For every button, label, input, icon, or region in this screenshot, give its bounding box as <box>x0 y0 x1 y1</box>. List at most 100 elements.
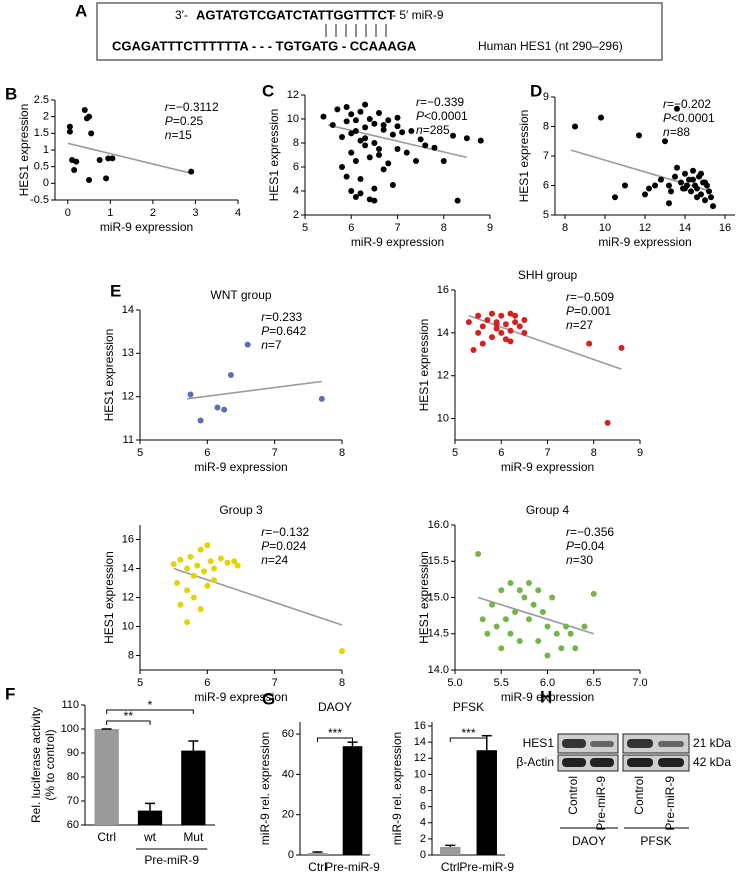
point <box>408 128 415 134</box>
point <box>702 179 708 186</box>
y-tick-label: 10 <box>414 768 426 780</box>
seq-bottom-label: Human HES1 (nt 290–296) <box>478 39 623 53</box>
y-tick-label: 6 <box>293 161 299 173</box>
point <box>572 645 579 652</box>
significance-bracket <box>317 737 353 742</box>
point <box>489 310 495 317</box>
point <box>376 110 382 116</box>
y-tick-label: 16 <box>437 284 449 296</box>
point <box>394 146 401 152</box>
trend-line <box>173 567 343 626</box>
point <box>668 188 674 195</box>
x-tick-label: 7 <box>272 447 278 459</box>
point <box>553 630 560 637</box>
point <box>512 312 519 319</box>
seq-top-suffix: - 5′ miR-9 <box>392 8 444 22</box>
x-tick-label: 12 <box>639 222 651 234</box>
trend-line <box>468 314 622 371</box>
x-tick-label: 6 <box>204 447 210 459</box>
y-tick-label: 10 <box>287 113 299 125</box>
y-axis-label: HES1 expression <box>517 110 531 203</box>
point <box>217 555 224 562</box>
point <box>682 185 688 192</box>
x-tick-label: 5.0 <box>447 677 462 689</box>
point <box>187 391 194 398</box>
blot-lane: Control <box>566 776 580 815</box>
blot-group: PFSK <box>640 834 671 848</box>
x-tick-label: Ctrl <box>308 860 327 874</box>
point <box>470 347 477 353</box>
stat-label: P=0.001 <box>566 304 611 318</box>
stat-label: P<0.0001 <box>416 109 468 123</box>
y-tick-label: 11 <box>123 434 134 446</box>
point <box>666 200 672 207</box>
y-tick-label: 2 <box>293 209 299 221</box>
point <box>475 551 482 557</box>
point <box>211 577 218 584</box>
point <box>440 158 447 164</box>
y-tick-label: 8 <box>543 120 549 132</box>
point <box>86 113 93 120</box>
seq-bottom: CGAGATTTCTTTTTTA - - - TGTGATG - CCAAAGA <box>112 38 417 53</box>
point <box>498 645 505 652</box>
point <box>174 580 181 586</box>
y-tick-label: 9 <box>543 91 549 103</box>
y-tick-label: 0 <box>43 177 49 189</box>
point <box>450 132 456 139</box>
blot-row-label: β-Actin <box>516 755 554 769</box>
stat-label: r=−0.509 <box>566 290 614 304</box>
point <box>618 344 625 351</box>
stat-label: n=285 <box>416 123 450 137</box>
x-tick-label: 8 <box>339 447 345 459</box>
point <box>590 590 597 597</box>
blot-lane: Pre-miR-9 <box>663 776 677 831</box>
y-tick-label: 80 <box>67 771 79 783</box>
significance-bracket <box>106 709 194 714</box>
point <box>329 122 336 128</box>
point <box>357 137 364 144</box>
y-tick-label: 6 <box>420 801 426 813</box>
y-tick-label: 14.5 <box>428 628 449 640</box>
point <box>244 341 251 348</box>
y-tick-label: 12 <box>287 89 299 101</box>
blot-images <box>557 733 690 829</box>
y-tick-label: 60 <box>282 728 294 740</box>
y-tick-label: 0.5 <box>34 161 49 173</box>
point <box>366 116 373 122</box>
x-tick-label: 9 <box>637 447 643 459</box>
stat-label: n=88 <box>663 125 690 139</box>
seq-top: AGTATGTCGATCTATTGGTTTCT <box>196 7 395 22</box>
y-tick-label: 4 <box>420 817 426 829</box>
y-tick-label: 10 <box>437 412 449 424</box>
point <box>318 395 325 402</box>
point <box>581 623 588 630</box>
x-axis-label: miR-9 expression <box>501 690 594 704</box>
blot-row-label: HES1 <box>523 736 555 750</box>
point <box>417 136 424 143</box>
point <box>526 616 532 623</box>
point <box>516 323 523 330</box>
point <box>507 630 514 637</box>
point <box>73 158 80 165</box>
point <box>502 321 509 328</box>
x-tick-label: 8 <box>562 222 568 234</box>
point <box>352 194 359 200</box>
point <box>507 580 514 586</box>
stat-label: P=0.25 <box>165 114 204 128</box>
point <box>204 542 211 549</box>
point <box>343 118 350 125</box>
point <box>234 562 241 569</box>
point <box>475 329 482 336</box>
point <box>636 132 642 139</box>
y-axis-label: HES1 expression <box>417 319 431 412</box>
point <box>66 128 73 135</box>
point <box>512 609 519 615</box>
y-tick-label: 110 <box>61 699 79 711</box>
point <box>362 142 369 149</box>
point <box>394 123 401 130</box>
stat-label: n=24 <box>261 553 288 567</box>
y-tick-label: 1.5 <box>34 127 49 139</box>
point <box>348 130 355 137</box>
significance-bracket <box>106 720 151 725</box>
